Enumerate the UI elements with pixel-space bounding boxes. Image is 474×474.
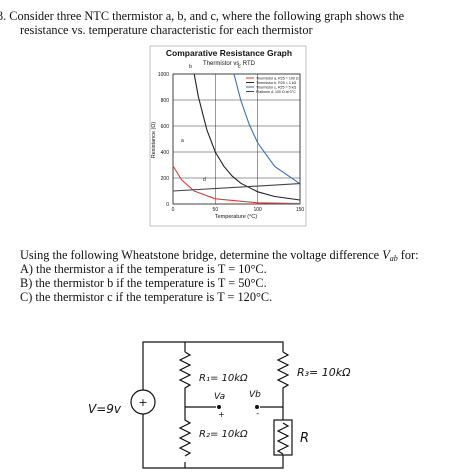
header-line: 3. Consider three NTC thermistor a, b, a…	[0, 9, 405, 23]
curve-label: c	[238, 64, 241, 70]
voltage-source	[130, 389, 156, 415]
va-sign: +	[218, 410, 225, 419]
r2-label: R₂= 10kΩ	[199, 429, 248, 440]
question-intro: Using the following Wheatstone bridge, d…	[20, 248, 419, 263]
r3-label: R₃= 10kΩ	[297, 366, 351, 379]
source-plus: +	[138, 396, 147, 409]
series-line	[233, 73, 301, 185]
chart-title: Comparative Resistance Graph	[166, 48, 292, 58]
node	[217, 405, 221, 409]
x-tick-label: 100	[253, 207, 262, 213]
x-tick-label: 50	[213, 207, 219, 213]
series-line	[172, 183, 301, 192]
y-tick-label: 800	[161, 98, 170, 104]
plot-area	[172, 73, 301, 205]
y-tick-label: 1000	[158, 72, 169, 78]
question-item: A) the thermistor a if the temperature i…	[20, 262, 267, 276]
thermistor-box	[273, 419, 293, 456]
y-axis-label: Resistance (Ω)	[151, 122, 157, 159]
x-tick-label: 0	[172, 207, 175, 213]
wire	[142, 341, 284, 469]
question-item: B) the thermistor b if the temperature i…	[20, 276, 267, 290]
intro-text: for:	[398, 248, 419, 262]
legend-entry: Thermistor a, R25 = 100 Ω	[256, 76, 299, 80]
series-line	[172, 165, 301, 205]
x-tick-label: 150	[296, 207, 305, 213]
vb-sign: -	[256, 409, 259, 419]
node	[255, 405, 259, 409]
y-tick-label: 200	[161, 176, 170, 182]
header-line: resistance vs. temperature characteristi…	[20, 23, 313, 37]
va-label: Va	[214, 392, 225, 402]
r1-label: R₁= 10kΩ	[199, 373, 248, 384]
legend-entry: Thermistor c, R25 = 5 kΩ	[256, 85, 296, 89]
legend-entry: Platinum d, 100 Ω at 0°C	[256, 90, 296, 94]
curve-label: a	[181, 138, 184, 144]
series-line	[193, 73, 301, 201]
circuit: + V=9v R₁= 10kΩ R₃= 10kΩ R₂= 10kΩ R Va V…	[88, 341, 351, 469]
chart-subtitle: Thermistor vs. RTD	[203, 61, 256, 67]
x-axis-label: Temperature (°C)	[215, 214, 257, 220]
resistor	[276, 351, 290, 420]
y-tick-label: 0	[166, 202, 169, 208]
legend-entry: Thermistor b, R25 = 1 kΩ	[256, 81, 297, 85]
y-tick-label: 600	[161, 124, 170, 130]
resistor	[178, 351, 192, 457]
intro-text: Using the following Wheatstone bridge, d…	[20, 248, 382, 262]
y-tick-label: 400	[161, 150, 170, 156]
vb-label: Vb	[249, 390, 261, 400]
r-label: R	[300, 431, 309, 446]
source-label: V=9v	[88, 402, 122, 416]
curve-label: b	[189, 64, 192, 70]
question-item: C) the thermistor c if the temperature i…	[20, 290, 272, 304]
curve-label: d	[203, 177, 206, 183]
variable-subscript: ab	[390, 254, 398, 263]
thermistor-zigzag	[276, 422, 290, 455]
variable: V	[382, 248, 391, 262]
chart: Comparative Resistance Graph Thermistor …	[149, 45, 307, 227]
